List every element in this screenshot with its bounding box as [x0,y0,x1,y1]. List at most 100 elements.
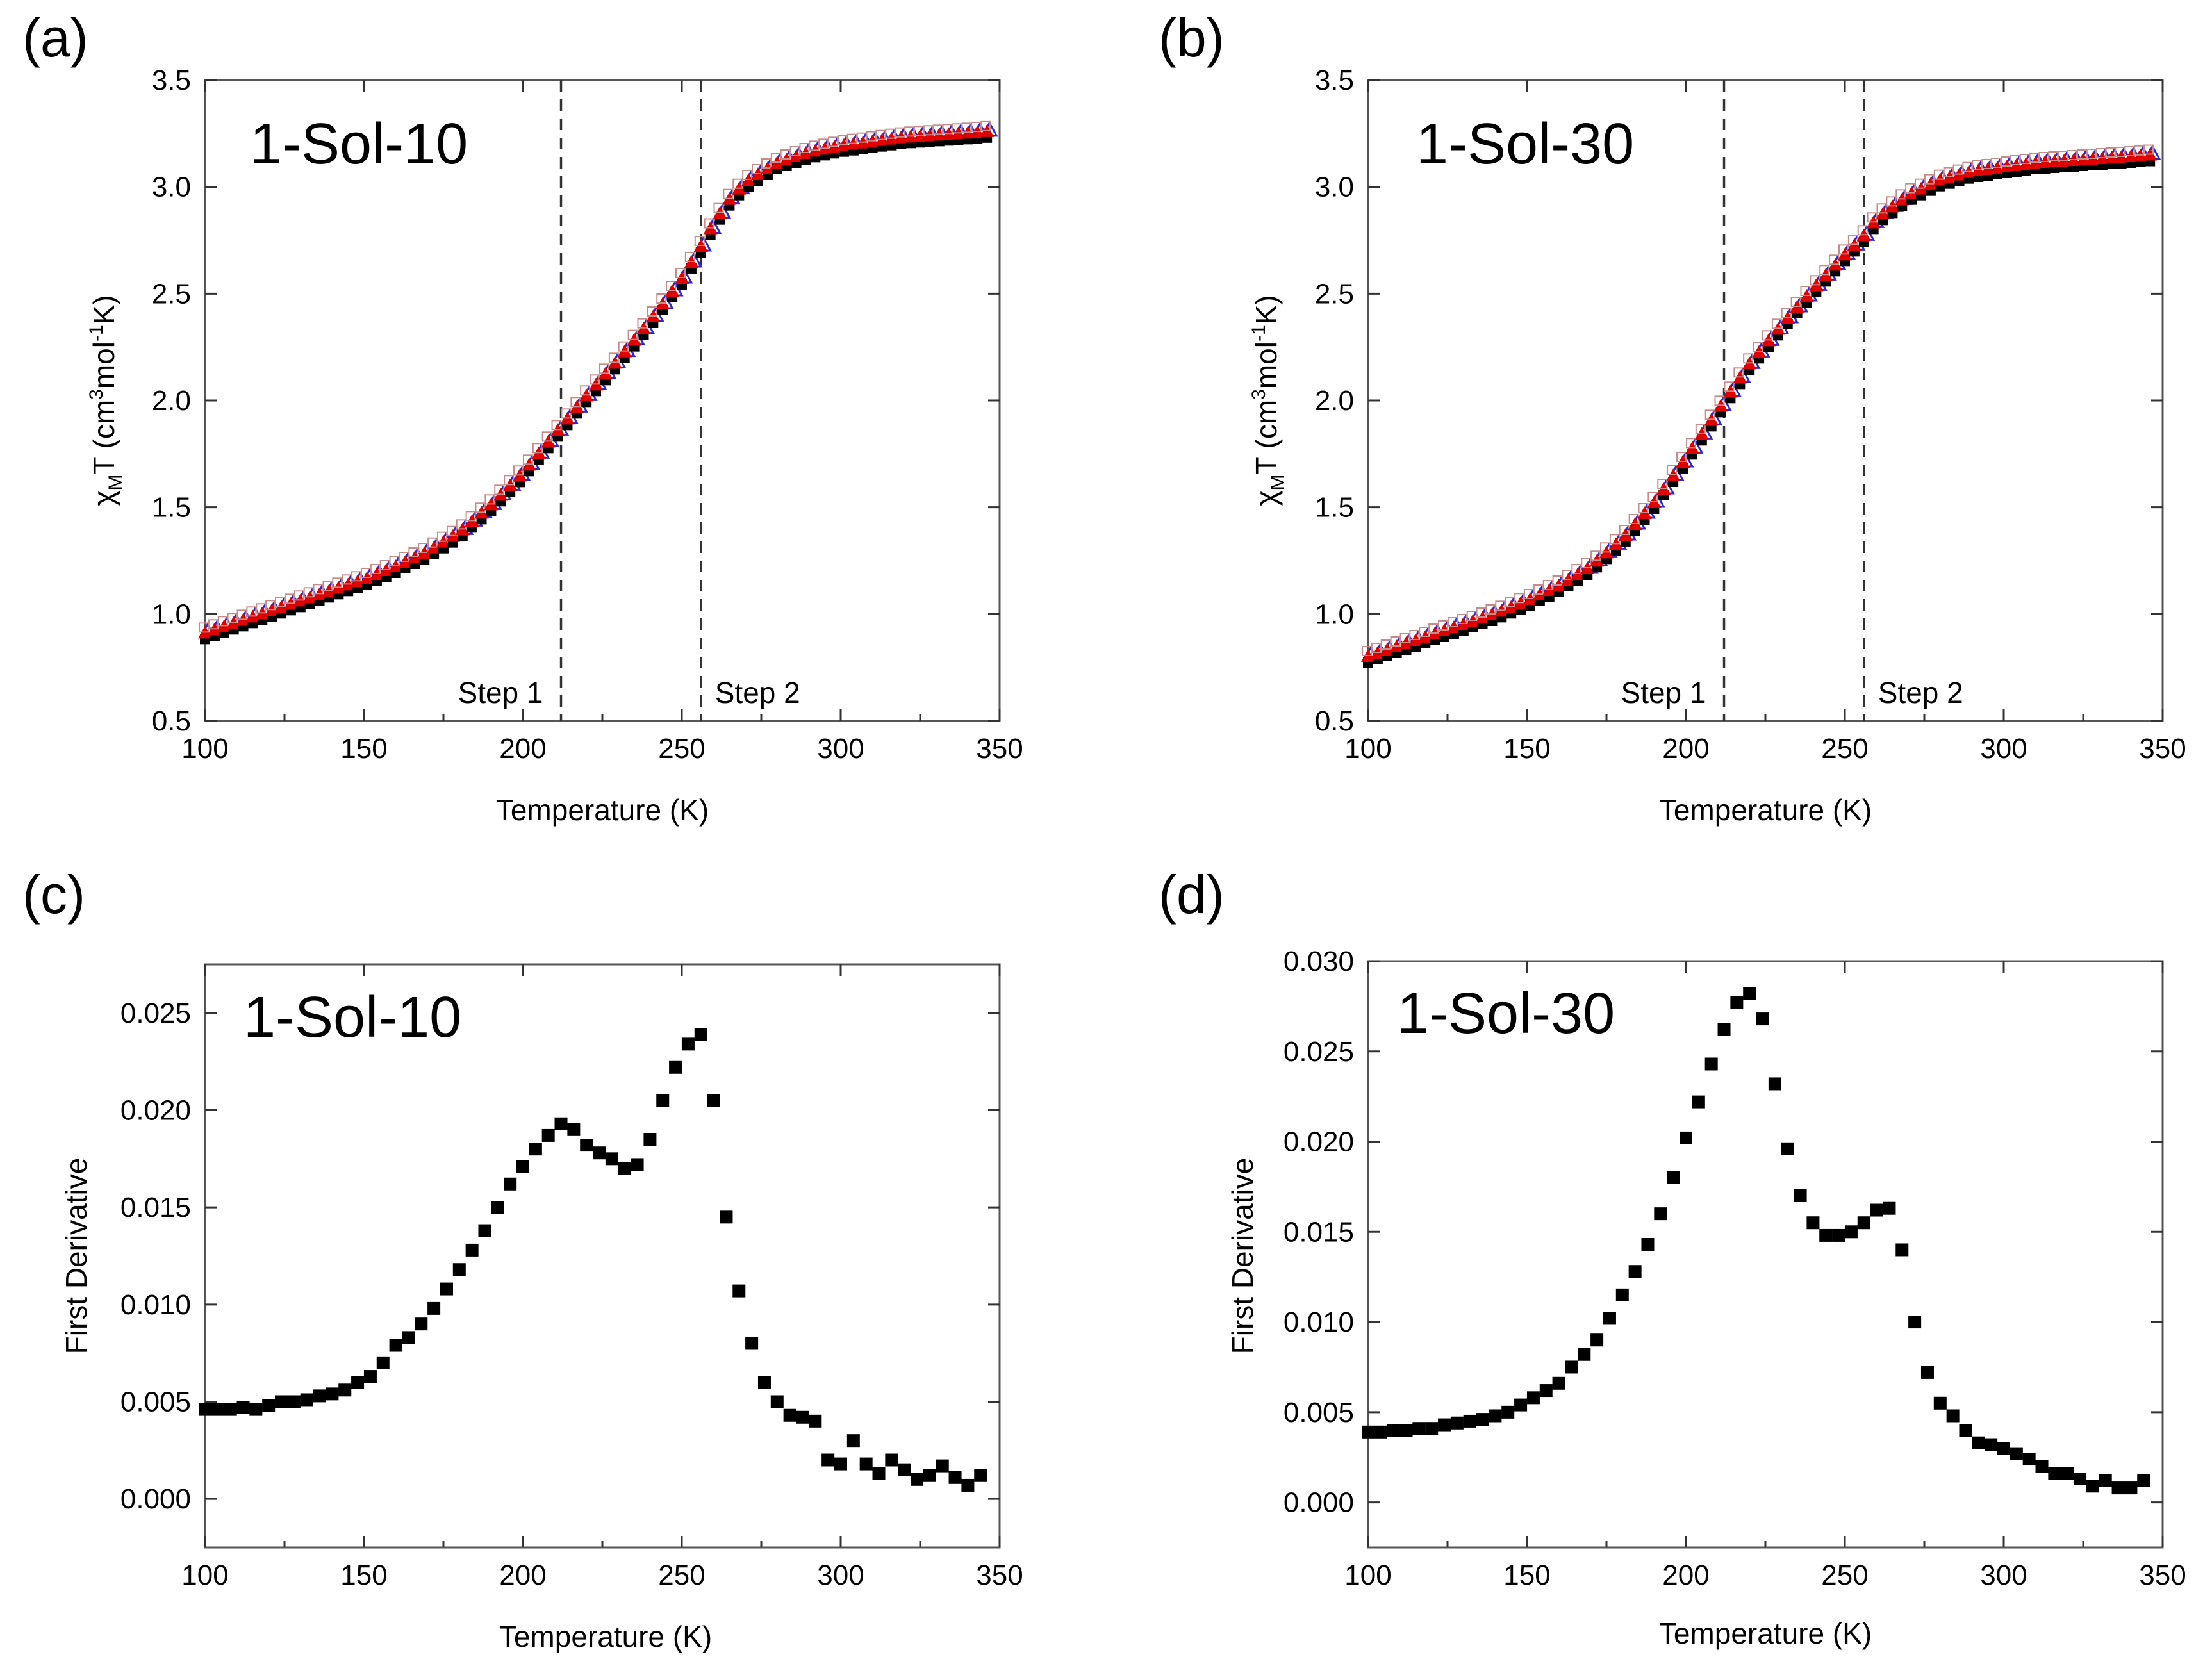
data-point [1946,1409,1960,1423]
data-point [1387,1424,1400,1437]
data-point-square-open [1895,189,1906,200]
data-point [1870,1203,1883,1217]
x-axis-title-d: Temperature (K) [1659,1617,1872,1650]
data-point [745,1337,759,1350]
data-point-square-open [656,293,667,304]
data-point-square-open [456,519,466,530]
y-tick-label: 0.5 [152,705,191,737]
data-point [262,1399,276,1412]
y-tick-label: 0.020 [1283,1126,1354,1158]
data-point [809,1414,822,1428]
y-title-sub-a: M [105,475,126,491]
data-point [923,1469,936,1482]
data-point [1933,1396,1947,1410]
x-tick-label: 200 [499,1560,546,1591]
data-point [1806,1216,1820,1230]
data-point-square-open [437,531,447,542]
data-point-square-open [1667,465,1678,475]
y-title-rest-a: T (cm [87,400,120,475]
y-tick-label: 0.020 [120,1095,191,1126]
y-axis-title-c: First Derivative [60,1158,93,1355]
data-point [504,1177,517,1191]
data-point-square-open [1685,438,1696,449]
vlines-a: Step 1 Step 2 [458,80,800,721]
data-point-square-open [684,252,695,262]
data-point [618,1162,631,1175]
data-point-square-open [637,318,648,329]
data-point-square-open [475,502,486,513]
y-tick-label: 0.010 [1283,1307,1354,1338]
y-title-sup3-b: 3 [1248,389,1269,400]
data-point [1628,1265,1642,1278]
data-point-square-open [570,397,581,408]
markers-d [1362,987,2150,1495]
data-point-square-open [608,352,619,363]
data-point [1857,1216,1870,1230]
data-point [1412,1422,1426,1435]
step-label: Step 2 [715,676,800,709]
data-point-square-open [1676,452,1687,462]
data-point [631,1158,644,1171]
y-tick-label: 1.0 [152,598,191,630]
data-point [211,1403,224,1416]
data-point-square-open [618,341,629,352]
y-axis-title-a: χMT (cm3mol-1K) [86,295,126,506]
data-point [1641,1238,1655,1251]
panel-a: (a) 1-Sol-10 100 150 200 250 300 350 0.5 1.0 1.… [22,8,1023,827]
data-point [440,1282,453,1296]
panel-d: (d) 1-Sol-30 100 150 200 250 300 350 0.0000.0… [1159,864,2186,1650]
y-tick-label: 1.5 [152,492,191,524]
sample-label-b: 1-Sol-30 [1416,112,1634,176]
data-point-square-open [1609,534,1620,545]
data-point [720,1210,733,1224]
y-tick-label: 3.5 [1315,65,1354,96]
data-point [249,1403,263,1416]
data-point [1374,1425,1387,1439]
data-point [1425,1422,1439,1435]
data-point [1463,1414,1476,1428]
data-point [275,1395,288,1408]
data-point-square-open [1867,212,1878,223]
data-point-square-open [1590,550,1601,561]
data-point-square-open [1571,564,1582,574]
data-point [415,1317,428,1331]
x-tick-label: 100 [181,733,228,764]
panel-c: (c) 1-Sol-10 100 150 200 250 300 350 0.0000.0… [22,864,1023,1653]
x-tick-label: 350 [2139,1560,2186,1591]
y-ticks-c: 0.000 0.005 0.010 0.015 0.020 0.025 [120,998,1000,1515]
y-title-supm1-a: -1 [86,324,107,342]
data-point [2074,1473,2087,1486]
x-ticks-a: 100 150 200 250 300 350 [181,80,1023,764]
data-point [1578,1348,1591,1361]
markers-a [198,120,998,645]
y-title-end-a: K) [87,295,120,324]
data-point-square-open [1695,424,1706,434]
x-tick-label: 100 [181,1560,228,1591]
data-point [2022,1453,2036,1466]
data-point [1756,1012,1769,1026]
data-point-square-open [532,443,543,454]
data-point [1526,1391,1540,1405]
data-point [199,1403,211,1416]
data-point [2111,1481,2125,1495]
data-point [1985,1438,1998,1451]
plot-frame-c [204,963,1001,1549]
data-point [287,1395,301,1408]
y-tick-label: 0.010 [120,1289,191,1321]
data-point [1908,1316,1922,1329]
data-point [1781,1142,1794,1155]
data-point [1438,1418,1451,1432]
x-tick-label: 200 [1662,1560,1709,1591]
data-point [948,1471,962,1484]
data-point-square-open [427,537,438,548]
y-tick-label: 0.015 [1283,1216,1354,1248]
x-axis-title-b: Temperature (K) [1659,793,1872,827]
data-point [1832,1228,1845,1242]
data-point [1680,1131,1692,1144]
data-point [732,1284,746,1298]
y-tick-label: 2.0 [152,385,191,417]
data-point [567,1123,581,1136]
x-tick-label: 250 [658,1560,705,1591]
data-point [2048,1467,2061,1480]
data-point [859,1457,873,1471]
